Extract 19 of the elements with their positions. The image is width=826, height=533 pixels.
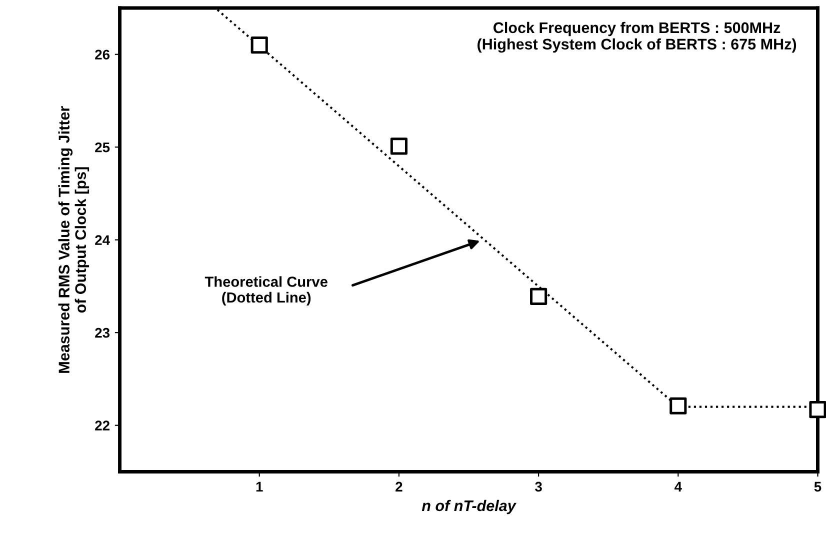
point — [250, 36, 268, 54]
point — [670, 397, 687, 414]
y-tick-label: 25 — [95, 142, 110, 152]
x-tick-label: 5 — [814, 482, 822, 492]
x-tick-label: 2 — [396, 482, 402, 492]
point — [530, 288, 548, 305]
point — [390, 138, 408, 155]
y-tick-label: 26 — [95, 50, 110, 60]
annotation: Theoretical Curve (Dotted Line) — [204, 276, 328, 306]
x-tick-label: 4 — [674, 482, 682, 492]
point — [809, 401, 826, 418]
y-axis-title: Measured RMS Value of Timing Jitter of Output Clock [ps] — [58, 106, 90, 373]
annotation: Clock Frequency from BERTS : 500MHz (Highest System Clock of BERTS : 675 MHz) — [478, 22, 796, 53]
x-tick-label: 1 — [256, 482, 263, 492]
y-tick-label: 23 — [95, 328, 110, 338]
y-tick-label: 24 — [95, 235, 110, 245]
y-tick-label: 22 — [95, 420, 110, 430]
x-tick-label: 3 — [535, 482, 542, 492]
x-axis-title: n of nT-delay — [422, 500, 517, 514]
